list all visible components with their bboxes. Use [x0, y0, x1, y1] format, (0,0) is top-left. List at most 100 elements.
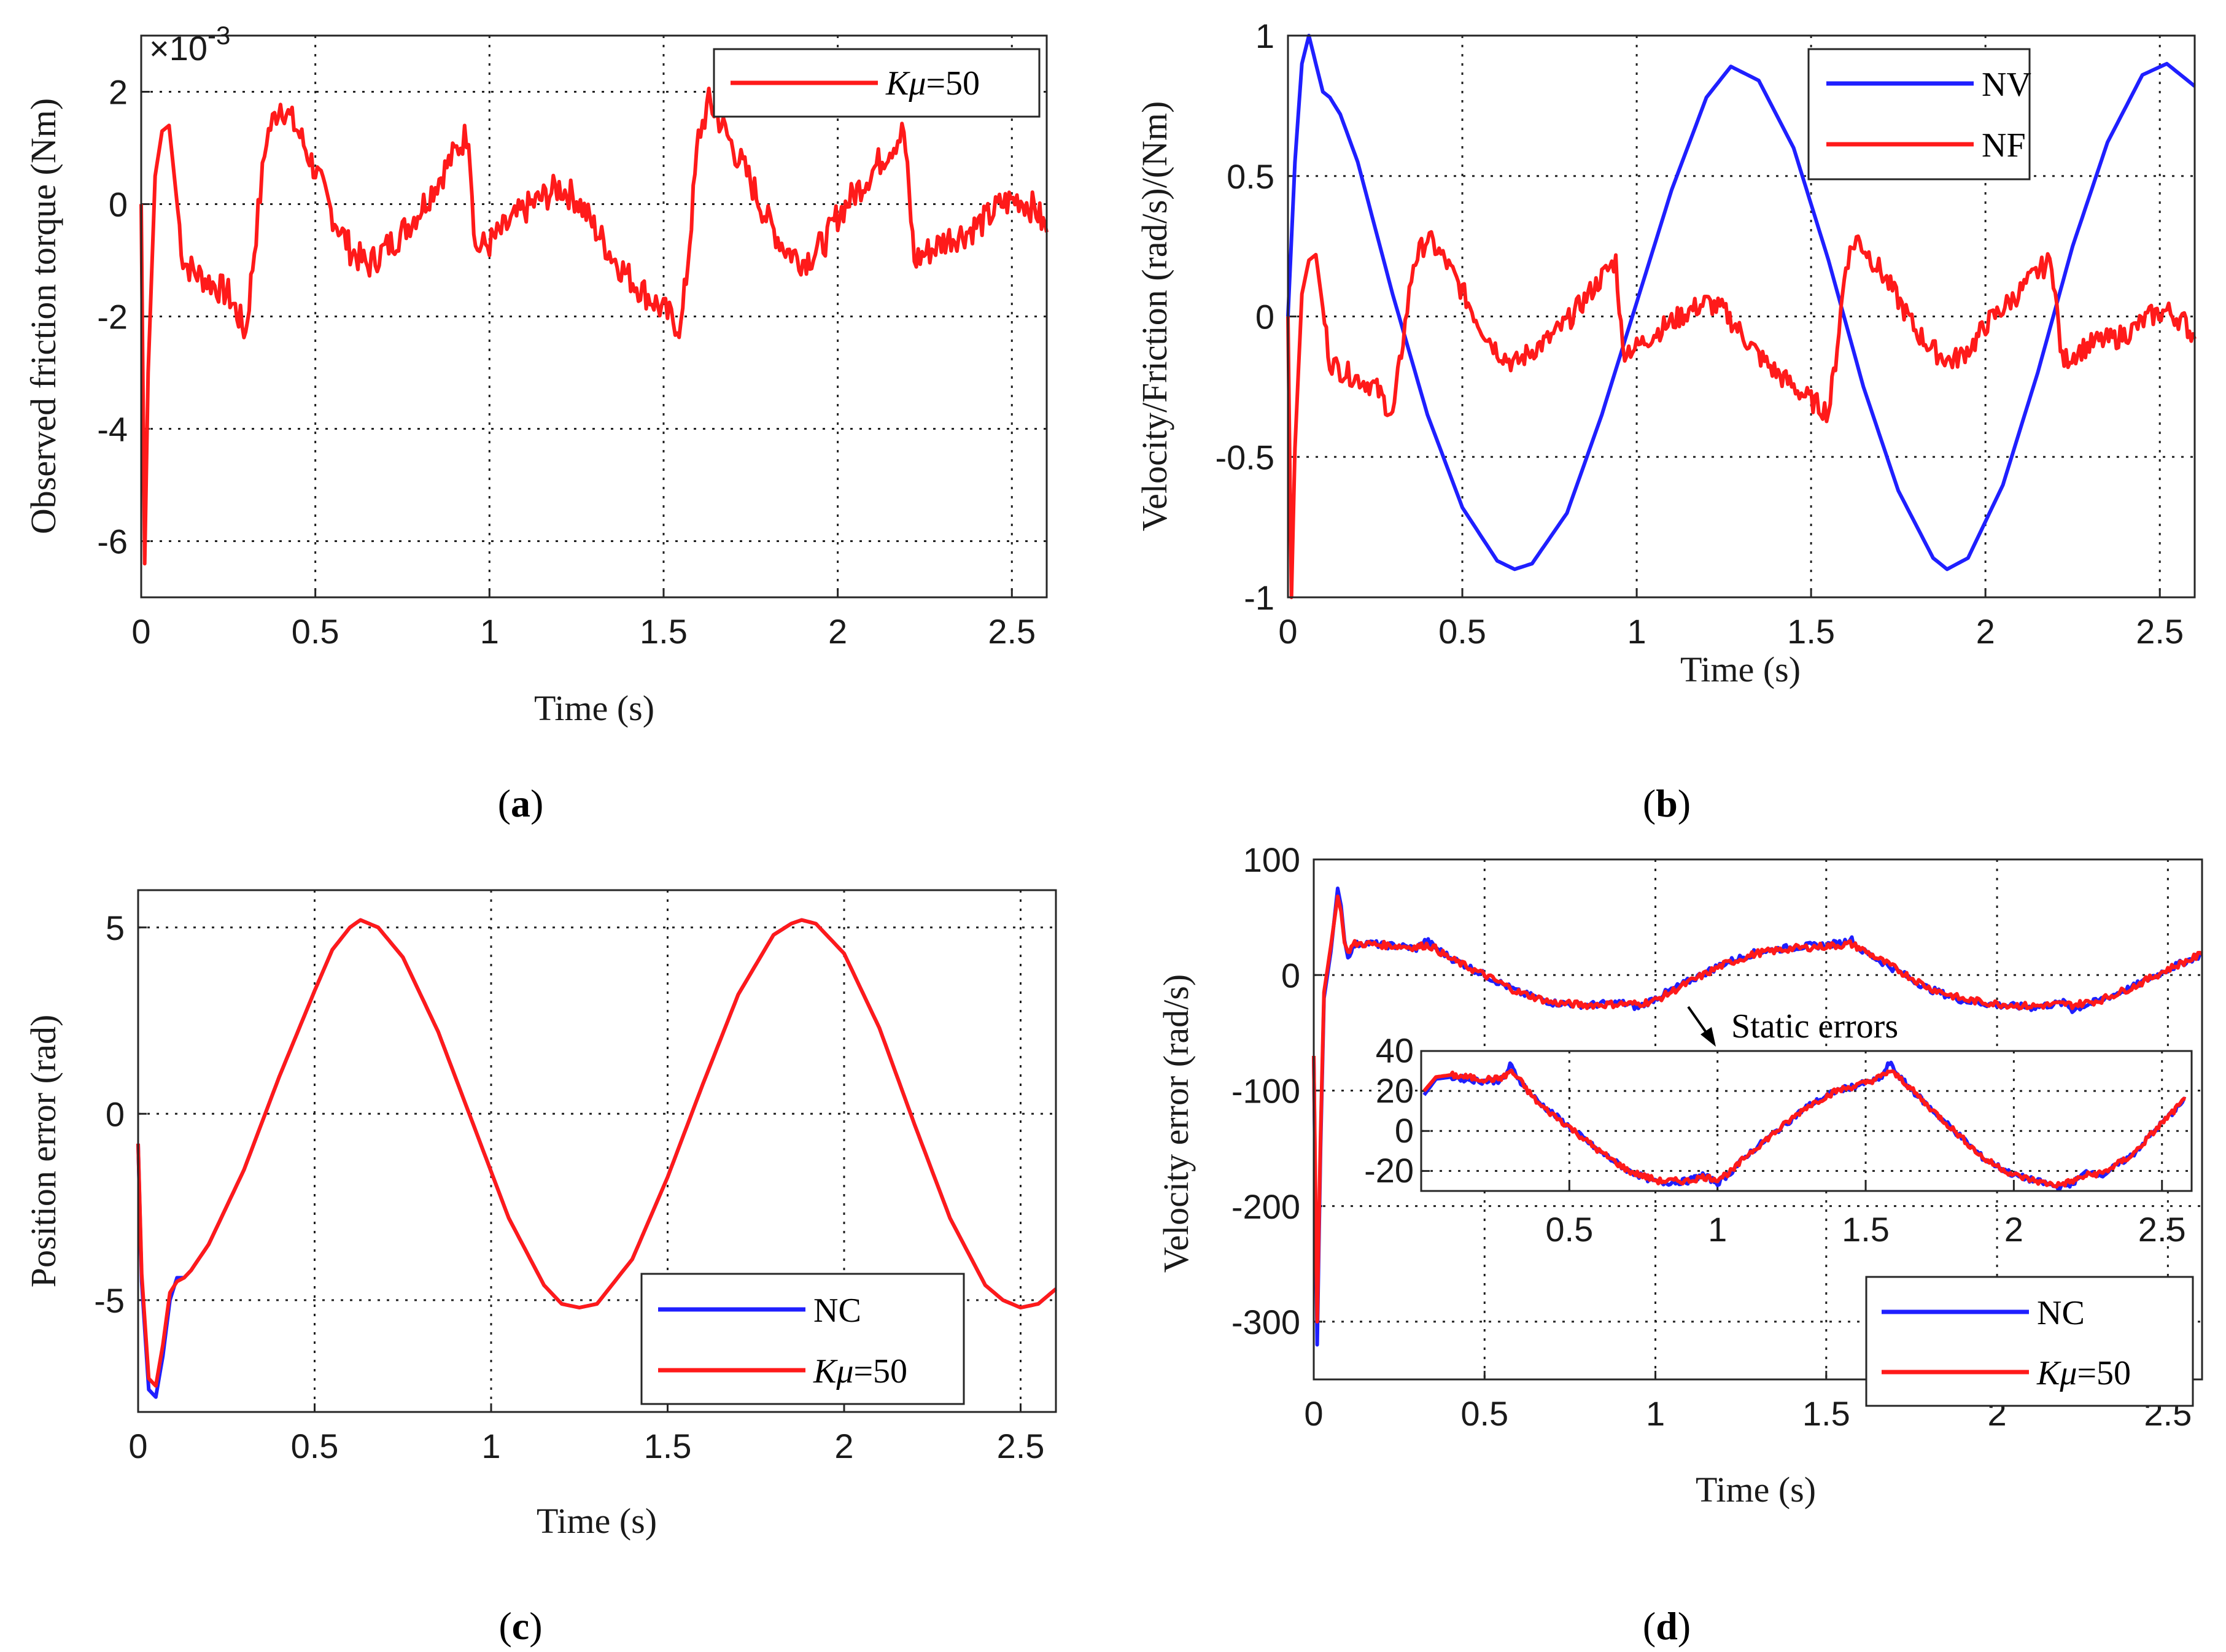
x-tick-label: 0: [131, 612, 150, 651]
series-lines: [1286, 34, 2197, 599]
legend-label-nv: NV: [1982, 66, 2031, 104]
x-tick-label: 0.5: [1545, 1210, 1593, 1249]
x-tick-label: 1: [481, 1427, 500, 1465]
y-tick-labels: -6 -4 -2 0 2: [97, 73, 128, 561]
x-axis-label: Time (s): [537, 1501, 657, 1541]
y-tick-label: 40: [1376, 1031, 1414, 1070]
series-lines: [1312, 886, 2203, 1347]
y-axis-label: Observed friction torque (Nm): [23, 98, 63, 534]
annotation-arrow-head: [1701, 1027, 1716, 1047]
series-lines: [136, 918, 1057, 1399]
legend: NC Kμ=50: [640, 1273, 965, 1405]
legend-box: [1865, 1276, 2194, 1407]
x-tick-label: 2.5: [997, 1427, 1045, 1465]
x-tick-label: 2: [1976, 612, 1995, 651]
y-axis-label: Velocity/Friction (rad/s)/(Nm): [1134, 101, 1174, 532]
y-tick-labels: -300 -200 -100 0 100: [1231, 840, 1300, 1341]
x-tick-label: 1: [1708, 1210, 1727, 1249]
series-line-second: [1422, 1068, 2187, 1189]
y-tick-label: -200: [1231, 1187, 1300, 1226]
x-tick-label: 1.5: [1802, 1394, 1850, 1433]
y-multiplier: ×10-3: [149, 21, 230, 68]
x-axis-label: Time (s): [534, 688, 654, 728]
x-tick-label: 1: [1646, 1394, 1665, 1433]
inset-series-lines: [1422, 1060, 2187, 1192]
series-lines: [139, 87, 1049, 566]
x-tick-label: 1: [480, 612, 499, 651]
y-tick-label: 0: [1395, 1111, 1414, 1150]
annotation-text: Static errors: [1731, 1007, 1898, 1045]
x-tick-label: 2.5: [2138, 1210, 2186, 1249]
y-tick-label: 0: [1281, 956, 1300, 995]
caption-b: (b): [1643, 781, 1691, 825]
y-tick-label: -6: [97, 522, 128, 561]
y-axis-label: Position error (rad): [23, 1015, 63, 1288]
legend-label-k50: Kμ=50: [885, 64, 980, 103]
plot-frame: [1287, 34, 2196, 599]
x-tick-label: 1.5: [640, 612, 688, 651]
y-tick-label: -1: [1244, 578, 1274, 617]
y-tick-label: -100: [1231, 1072, 1300, 1111]
x-tick-label: 1.5: [1787, 612, 1835, 651]
x-tick-label: 0.5: [292, 612, 339, 651]
legend-box: [640, 1273, 965, 1405]
y-tick-labels: -5 0 5: [94, 909, 125, 1320]
y-tick-label: 0: [106, 1095, 125, 1133]
y-tick-label: -300: [1231, 1303, 1300, 1341]
x-tick-label: 1.5: [1842, 1210, 1890, 1249]
legend: NC Kμ=50: [1865, 1276, 2194, 1407]
y-tick-label: -4: [97, 410, 128, 449]
legend-label-nc: NC: [813, 1292, 861, 1330]
x-tick-labels: 0 0.5 1 1.5 2 2.5: [131, 612, 1036, 651]
plot-frame: [140, 34, 1048, 599]
plot-frame: [137, 889, 1057, 1413]
y-tick-label: 5: [106, 909, 125, 947]
y-tick-label: 100: [1243, 840, 1300, 879]
series-line-second: [1312, 894, 2203, 1324]
legend: NV NF: [1807, 48, 2031, 180]
legend: Kμ=50: [713, 48, 1041, 118]
y-tick-label: 1: [1255, 17, 1274, 55]
y-tick-label: -0.5: [1216, 438, 1275, 476]
x-axis-label: Time (s): [1696, 1470, 1816, 1510]
inset-x-tick-labels: 0.5 1 1.5 2 2.5: [1545, 1210, 2185, 1249]
y-tick-label: -20: [1364, 1151, 1414, 1190]
series-line-first: [1286, 34, 2196, 572]
x-tick-label: 2: [834, 1427, 853, 1465]
inset-frame: [1420, 1050, 2193, 1192]
x-tick-label: 2.5: [988, 612, 1036, 651]
y-tick-label: 0.5: [1227, 157, 1274, 196]
series-line-second: [1286, 230, 2197, 599]
y-tick-label: 0: [1255, 298, 1274, 336]
caption-d: (d): [1643, 1604, 1691, 1648]
legend-label-nc: NC: [2037, 1294, 2085, 1332]
legend-box: [1807, 48, 2031, 180]
x-tick-label: 0.5: [1438, 612, 1486, 651]
y-axis-label: Velocity error (rad/s): [1156, 974, 1196, 1273]
inset-background: [1421, 1051, 2192, 1191]
caption-a: (a): [498, 781, 544, 825]
x-tick-label: 0: [128, 1427, 147, 1465]
x-tick-label: 0: [1278, 612, 1297, 651]
x-tick-labels: 0 0.5 1 1.5 2 2.5: [1278, 612, 2184, 651]
x-axis-label: Time (s): [1680, 650, 1801, 689]
x-tick-label: 0.5: [291, 1427, 339, 1465]
y-tick-label: 20: [1376, 1071, 1414, 1110]
x-tick-label: 0: [1304, 1394, 1323, 1433]
chart-panel-c: 0 0.5 1 1.5 2 2.5 -5 0 5 Position error (rad) T…: [23, 889, 1057, 1648]
x-tick-labels: 0 0.5 1 1.5 2 2.5: [128, 1427, 1044, 1465]
y-tick-label: 2: [109, 73, 128, 112]
y-tick-labels: -1 -0.5 0 0.5 1: [1216, 17, 1275, 617]
y-tick-label: -2: [97, 298, 128, 336]
caption-c: (c): [498, 1604, 542, 1648]
series-line-first: [139, 87, 1049, 566]
x-tick-label: 2: [2004, 1210, 2023, 1249]
plot-frame: [1313, 858, 2203, 1381]
chart-panel-a: 0 0.5 1 1.5 2 2.5 -6 -4 -2 0 2 ×10-3 Observed fri…: [23, 21, 1049, 825]
x-tick-label: 1: [1627, 612, 1646, 651]
x-tick-label: 2.5: [2136, 612, 2184, 651]
